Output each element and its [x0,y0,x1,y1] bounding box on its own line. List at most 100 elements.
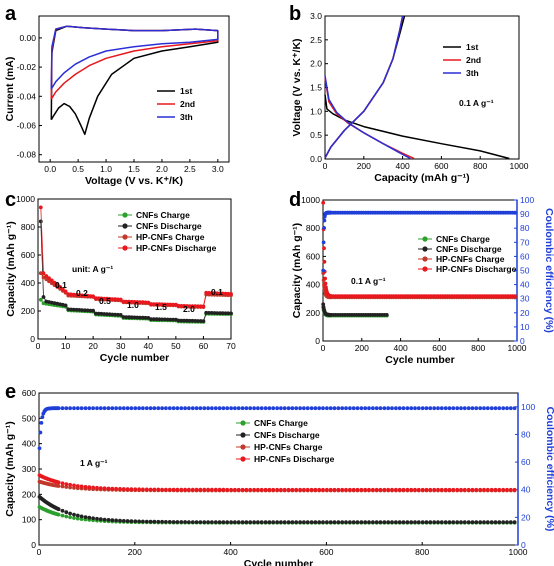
data-point [182,304,187,308]
data-point [40,415,45,419]
data-point [302,520,306,525]
cv-curve-3th [50,25,219,90]
data-point [382,520,387,525]
data-point [363,406,368,411]
data-point [206,487,211,492]
data-point [455,487,460,492]
data-point [185,318,189,323]
gcd-curve-2nd [324,15,404,159]
data-point [256,520,260,525]
data-point [428,487,433,492]
data-point [91,485,95,490]
data-point [105,312,109,316]
data-point [179,318,184,323]
data-point [68,511,72,516]
data-point [321,520,325,525]
data-point [282,520,287,525]
data-point [221,487,226,492]
legend-label: HP-CNFs Charge [136,232,205,242]
legend-marker [240,420,246,426]
y-tick-label: 0 [315,336,320,346]
data-point [149,302,153,306]
data-point [394,520,398,525]
legend-label: 2nd [466,55,481,65]
data-point [149,317,153,321]
data-point [215,291,220,296]
data-point [313,406,318,411]
data-point [44,274,49,278]
data-point [56,512,61,517]
data-point [466,406,471,411]
y2-tick-label: 90 [520,209,530,219]
data-point [321,487,325,492]
data-point [244,520,249,525]
data-point [432,520,437,525]
data-point [302,487,306,492]
data-point [85,293,90,298]
x-tick-label: 600 [434,161,448,171]
data-point [252,520,256,525]
data-point [374,487,379,492]
data-point [102,406,107,411]
legend-label: CNFs Discharge [436,244,502,254]
data-point [286,406,291,411]
data-point [505,487,509,492]
data-point [38,271,43,276]
data-point [367,520,371,525]
rate-label: 1.0 [127,300,139,310]
x-tick-label: 600 [432,343,446,353]
data-point [309,406,314,411]
data-point [179,406,184,411]
data-point [470,406,475,411]
data-point [187,406,191,411]
data-point [129,299,134,304]
data-point [118,406,122,411]
data-point [236,406,241,411]
plot-frame [37,198,232,340]
data-point [382,487,387,492]
data-point [321,268,326,273]
data-point [106,518,111,522]
data-point [160,317,165,322]
y-tick-label: -0.06 [17,121,37,131]
data-point [127,299,131,304]
data-point [252,487,256,492]
data-point [102,486,107,491]
data-point [298,520,302,525]
data-point [355,520,360,525]
data-point [443,487,448,492]
data-point [321,406,325,411]
panel-c: c 0 10 20 30 40 50 60 70 0 200 400 600 800 1000 Cycle n… [5,189,236,364]
data-point [60,484,65,489]
data-point [279,487,283,492]
data-point [294,406,299,411]
data-point [378,487,383,492]
legend-label: 1st [180,86,192,96]
data-point [305,406,310,411]
data-point [107,312,112,317]
data-point [501,520,506,525]
x-tick-label: 0.0 [44,164,56,174]
data-point [168,302,173,307]
data-point [91,516,95,521]
data-point [451,520,456,525]
data-point [455,520,460,525]
data-point [148,406,153,411]
rate-label: 0.2 [76,288,88,298]
data-point [401,520,406,525]
data-point [325,520,329,525]
data-point [121,487,126,491]
data-point [223,311,228,316]
data-point [286,487,291,492]
data-point [80,293,84,298]
legend-label: 3th [180,112,193,122]
data-point [202,520,207,524]
data-point [129,315,134,320]
data-point [66,292,71,297]
data-point [72,516,76,520]
y2-tick-label: 10 [520,322,530,332]
data-point [322,259,327,264]
data-point [106,486,111,491]
data-point [489,487,494,492]
data-point [359,406,364,411]
